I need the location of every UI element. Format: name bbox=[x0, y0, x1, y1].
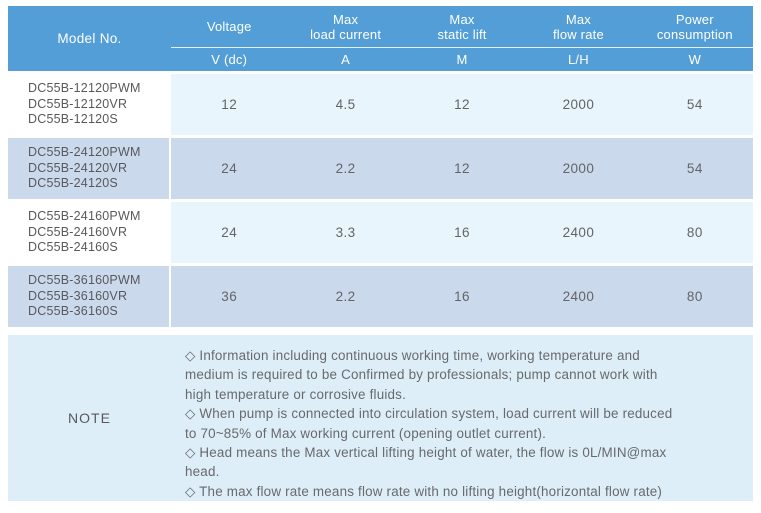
voltage-value: 12 bbox=[221, 97, 238, 112]
max-load-current-value: 2.2 bbox=[335, 161, 356, 176]
model-numbers-cell: DC55B-24160PWM DC55B-24160VR DC55B-24160… bbox=[8, 202, 169, 263]
max-load-current-value: 2.2 bbox=[335, 289, 356, 304]
note-text: ◇ Information including continuous worki… bbox=[171, 335, 753, 501]
table-row: DC55B-24120PWM DC55B-24120VR DC55B-24120… bbox=[8, 138, 753, 199]
table-row: DC55B-12120PWM DC55B-12120VR DC55B-12120… bbox=[8, 74, 753, 135]
max-static-lift-value: 12 bbox=[454, 97, 470, 112]
max-static-lift-value: 16 bbox=[454, 225, 470, 240]
power-consumption-value: 54 bbox=[686, 161, 703, 176]
note-label: NOTE bbox=[68, 410, 111, 426]
model-numbers-cell: DC55B-24120PWM DC55B-24120VR DC55B-24120… bbox=[8, 138, 169, 199]
header-units-row: V (dc) A M L/H W bbox=[171, 48, 753, 70]
model-number: DC55B-24120VR bbox=[28, 160, 128, 175]
power-consumption-value: 80 bbox=[686, 289, 703, 304]
model-number: DC55B-24160VR bbox=[28, 224, 128, 239]
header-labels-row: Voltage Max load current Max static lift M… bbox=[171, 6, 753, 48]
max-flow-rate-value: 2000 bbox=[562, 161, 595, 176]
model-numbers-cell: DC55B-12120PWM DC55B-12120VR DC55B-12120… bbox=[8, 74, 169, 135]
voltage-value: 24 bbox=[221, 225, 238, 240]
power-consumption-value: 80 bbox=[686, 225, 703, 240]
note-section: NOTE ◇ Information including continuous … bbox=[8, 335, 753, 501]
row-values: 36 2.2 16 2400 80 bbox=[171, 266, 753, 327]
model-number: DC55B-24120S bbox=[28, 176, 118, 191]
power-consumption-value: 54 bbox=[686, 97, 703, 112]
note-line: head. bbox=[185, 464, 220, 480]
note-line: ◇ Information including continuous worki… bbox=[185, 348, 640, 363]
column-header-max-flow-rate: Max flow rate bbox=[552, 11, 604, 42]
column-header-max-load-current: Max load current bbox=[310, 11, 382, 42]
max-load-current-value: 3.3 bbox=[335, 225, 356, 240]
voltage-value: 24 bbox=[221, 161, 238, 176]
table-header: Model No. Voltage Max load current Max sta… bbox=[8, 6, 753, 71]
model-number: DC55B-24160PWM bbox=[28, 209, 141, 224]
row-values: 24 3.3 16 2400 80 bbox=[171, 202, 753, 263]
row-values: 24 2.2 12 2000 54 bbox=[171, 138, 753, 199]
column-header-power-consumption: Power consumption bbox=[656, 11, 733, 42]
note-line: to 70~85% of Max working current (openin… bbox=[185, 425, 547, 441]
column-header-voltage: Voltage bbox=[206, 19, 252, 34]
max-static-lift-value: 16 bbox=[454, 289, 470, 304]
max-load-current-value: 4.5 bbox=[335, 97, 356, 112]
model-number: DC55B-12120VR bbox=[28, 96, 128, 111]
unit-flow: L/H bbox=[568, 51, 589, 67]
column-header-max-static-lift: Max static lift bbox=[437, 11, 487, 42]
column-header-model-no: Model No. bbox=[57, 31, 122, 46]
pump-spec-table: Model No. Voltage Max load current Max sta… bbox=[8, 6, 753, 501]
model-number: DC55B-36160VR bbox=[28, 288, 128, 303]
row-values: 12 4.5 12 2000 54 bbox=[171, 74, 753, 135]
note-line: medium is required to be Confirmed by pr… bbox=[185, 367, 658, 383]
unit-lift: M bbox=[456, 51, 468, 67]
model-numbers-cell: DC55B-36160PWM DC55B-36160VR DC55B-36160… bbox=[8, 266, 169, 327]
model-number: DC55B-36160PWM bbox=[28, 273, 141, 288]
max-flow-rate-value: 2400 bbox=[562, 225, 595, 240]
unit-power: W bbox=[688, 51, 702, 67]
unit-voltage: V (dc) bbox=[211, 51, 248, 67]
model-number: DC55B-36160S bbox=[28, 304, 118, 319]
max-flow-rate-value: 2400 bbox=[562, 289, 595, 304]
max-flow-rate-value: 2000 bbox=[562, 97, 595, 112]
model-number: DC55B-12120S bbox=[28, 112, 118, 127]
note-line: high temperature or corrosive fluids. bbox=[185, 386, 407, 402]
table-row: DC55B-24160PWM DC55B-24160VR DC55B-24160… bbox=[8, 202, 753, 263]
note-line: ◇ The max flow rate means flow rate with… bbox=[185, 483, 663, 499]
unit-current: A bbox=[341, 51, 351, 67]
note-line: ◇ Head means the Max vertical lifting he… bbox=[185, 445, 667, 461]
table-row: DC55B-36160PWM DC55B-36160VR DC55B-36160… bbox=[8, 266, 753, 327]
model-number: DC55B-12120PWM bbox=[28, 81, 141, 96]
max-static-lift-value: 12 bbox=[454, 161, 470, 176]
voltage-value: 36 bbox=[221, 289, 238, 304]
model-number: DC55B-24120PWM bbox=[28, 145, 141, 160]
note-line: ◇ When pump is connected into circulatio… bbox=[185, 406, 673, 422]
header-right-columns: Voltage Max load current Max static lift M… bbox=[171, 6, 753, 71]
model-number: DC55B-24160S bbox=[28, 240, 118, 255]
